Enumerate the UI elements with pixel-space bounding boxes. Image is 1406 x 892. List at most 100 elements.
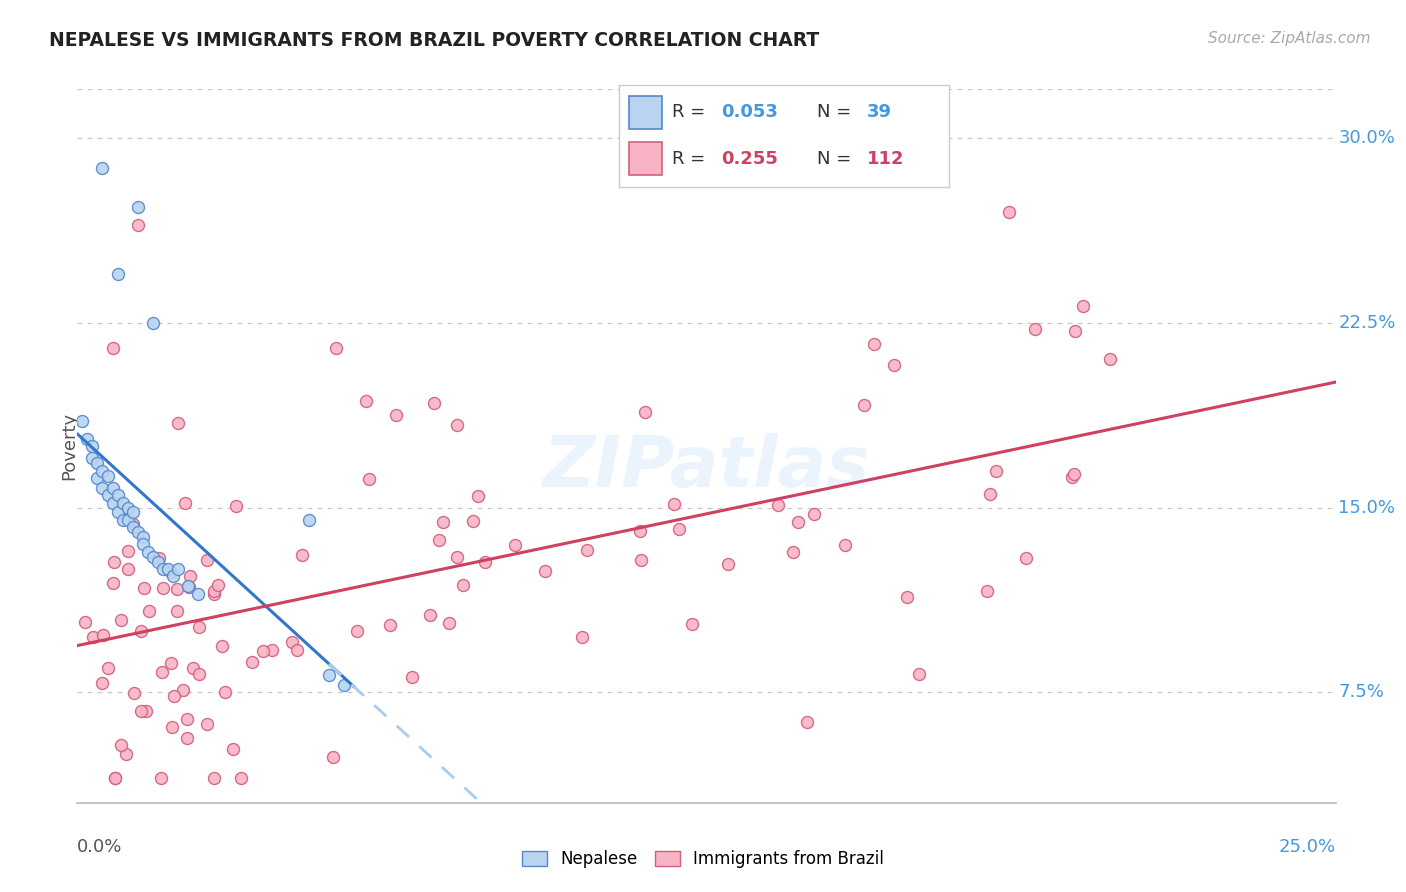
Point <box>195 553 218 567</box>
Point <box>114 747 136 762</box>
Point <box>166 604 188 618</box>
Point <box>252 643 274 657</box>
Point <box>446 549 468 564</box>
Point <box>177 580 200 594</box>
Text: N =: N = <box>817 103 856 121</box>
Text: 0.0%: 0.0% <box>77 838 122 856</box>
Point <box>437 615 460 630</box>
Point <box>72 414 94 428</box>
Point <box>97 661 120 675</box>
Point <box>834 538 856 552</box>
Point <box>1063 467 1085 481</box>
Point <box>82 439 104 453</box>
Point <box>354 394 377 409</box>
Point <box>76 432 98 446</box>
Point <box>446 417 468 432</box>
Point <box>121 520 143 534</box>
Point <box>534 564 557 578</box>
Point <box>159 565 181 579</box>
Text: 30.0%: 30.0% <box>1339 129 1395 147</box>
Point <box>107 488 129 502</box>
Text: 112: 112 <box>866 150 904 168</box>
Point <box>346 624 368 639</box>
Point <box>1071 299 1094 313</box>
Point <box>129 624 152 638</box>
Point <box>222 742 245 756</box>
Text: NEPALESE VS IMMIGRANTS FROM BRAZIL POVERTY CORRELATION CHART: NEPALESE VS IMMIGRANTS FROM BRAZIL POVER… <box>49 31 820 50</box>
Point <box>195 717 218 731</box>
Point <box>122 517 145 532</box>
Point <box>285 643 308 657</box>
Text: N =: N = <box>817 150 856 168</box>
Point <box>91 676 114 690</box>
Point <box>156 562 179 576</box>
Point <box>91 481 114 495</box>
Point <box>298 513 321 527</box>
Point <box>1099 352 1122 367</box>
Point <box>384 408 406 422</box>
Point <box>796 714 818 729</box>
Point <box>1060 470 1083 484</box>
Point <box>91 464 114 478</box>
Text: R =: R = <box>672 150 710 168</box>
Point <box>117 562 139 576</box>
Point <box>766 499 789 513</box>
Point <box>176 731 198 745</box>
Point <box>127 218 149 232</box>
Point <box>166 582 188 597</box>
Point <box>997 205 1019 219</box>
Text: 7.5%: 7.5% <box>1339 683 1384 701</box>
Point <box>96 488 118 502</box>
Point <box>160 657 183 671</box>
Point <box>467 489 489 503</box>
Point <box>82 630 104 644</box>
Text: 15.0%: 15.0% <box>1339 499 1395 516</box>
Point <box>160 721 183 735</box>
Point <box>148 551 170 566</box>
Point <box>176 712 198 726</box>
Bar <box>628 142 662 175</box>
Point <box>896 590 918 604</box>
Point <box>166 416 188 430</box>
Point <box>634 405 657 419</box>
Point <box>803 507 825 521</box>
Point <box>93 628 115 642</box>
Point <box>333 678 356 692</box>
Point <box>225 499 247 513</box>
Point <box>107 505 129 519</box>
Point <box>318 668 340 682</box>
Point <box>172 683 194 698</box>
Point <box>260 643 283 657</box>
Point <box>152 581 174 595</box>
Point <box>104 771 127 785</box>
Point <box>91 161 114 175</box>
Point <box>129 704 152 718</box>
Point <box>419 607 441 622</box>
Point <box>432 516 454 530</box>
Point <box>357 471 380 485</box>
Point <box>117 544 139 558</box>
Point <box>111 495 134 509</box>
Point <box>117 500 139 515</box>
Point <box>162 569 184 583</box>
Point <box>111 513 134 527</box>
Text: Source: ZipAtlas.com: Source: ZipAtlas.com <box>1208 31 1371 46</box>
Point <box>782 545 804 559</box>
Point <box>202 587 225 601</box>
Text: 25.0%: 25.0% <box>1278 838 1336 856</box>
Point <box>979 486 1001 500</box>
Text: 0.053: 0.053 <box>721 103 778 121</box>
Point <box>177 579 200 593</box>
Point <box>852 398 875 412</box>
Point <box>127 200 149 214</box>
Point <box>202 771 225 785</box>
Point <box>1063 324 1085 338</box>
Y-axis label: Poverty: Poverty <box>60 412 77 480</box>
Point <box>101 576 124 591</box>
Point <box>174 496 197 510</box>
Text: R =: R = <box>672 103 710 121</box>
Point <box>240 655 263 669</box>
Point <box>453 578 475 592</box>
Point <box>717 558 740 572</box>
Point <box>214 685 236 699</box>
